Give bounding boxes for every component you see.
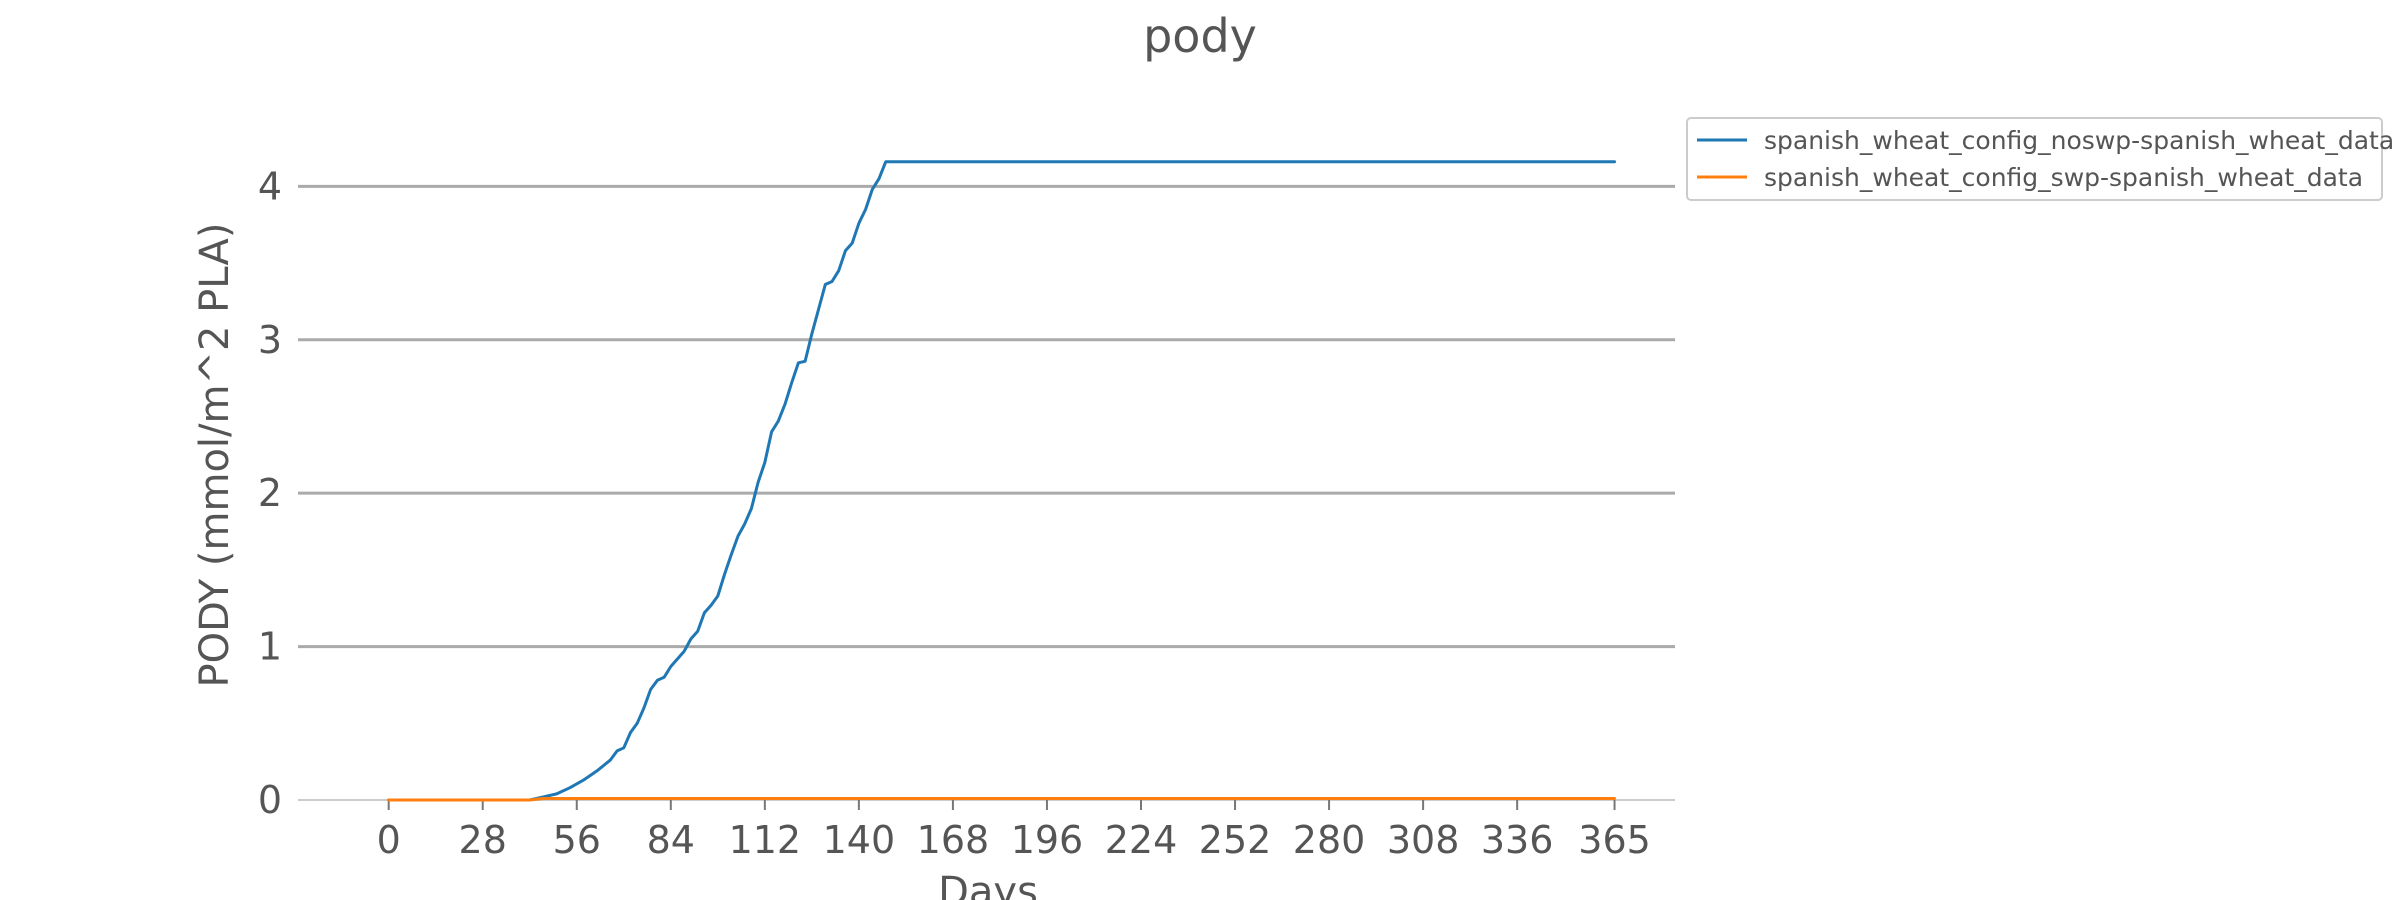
y-tick-label: 0 [258,778,282,822]
x-axis: 0 28 56 84 112 140 168 196 224 252 280 308 336 365 [298,799,1675,862]
series-line-0 [387,160,1616,802]
x-axis-label: Days [938,869,1038,900]
chart-title: pody [1143,9,1257,63]
y-tick-label: 3 [258,318,282,362]
grid-lines [298,184,1675,649]
x-tick-label: 336 [1481,818,1554,862]
x-tick-label: 196 [1011,818,1084,862]
x-tick-label: 56 [553,818,601,862]
x-tick-label: 308 [1387,818,1460,862]
y-tick-label: 1 [258,625,282,669]
x-tick-label: 28 [459,818,507,862]
series-line-1 [387,797,1616,802]
legend-label-1: spanish_wheat_config_swp-spanish_wheat_d… [1764,163,2363,192]
x-tick-label: 365 [1578,818,1651,862]
y-tick-label: 4 [258,164,282,208]
x-tick-label: 252 [1199,818,1272,862]
legend-label-0: spanish_wheat_config_noswp-spanish_wheat… [1764,126,2394,155]
legend-box [1686,117,2383,201]
x-tick-label: 140 [823,818,896,862]
x-tick-label: 0 [377,818,401,862]
x-tick-label: 168 [917,818,990,862]
x-tick-label: 280 [1293,818,1366,862]
x-tick-label: 224 [1105,818,1178,862]
legend: spanish_wheat_config_noswp-spanish_wheat… [1686,117,2394,201]
x-tick-label: 112 [729,818,802,862]
y-tick-label: 2 [258,471,282,515]
y-axis: 0 1 2 3 4 [258,164,282,822]
series-layer [387,160,1616,802]
x-tick-label: 84 [647,818,695,862]
y-axis-label: PODY (mmol/m^2 PLA) [192,223,238,688]
